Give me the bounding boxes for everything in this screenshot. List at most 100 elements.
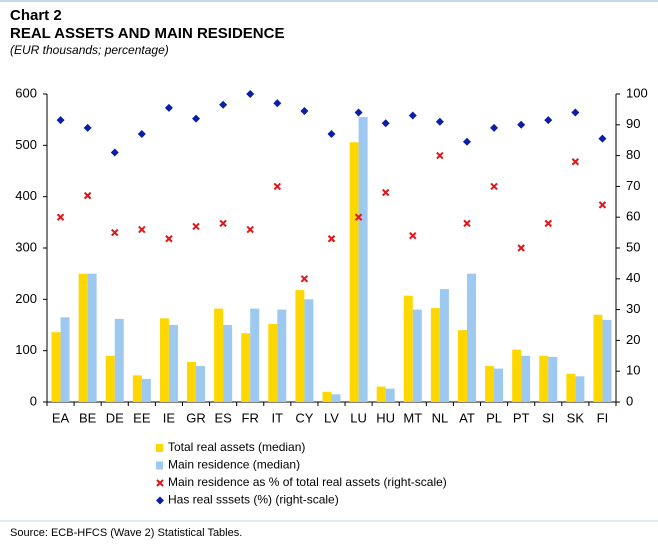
- y2-tick-label: 80: [626, 147, 640, 162]
- x-tick-label: SK: [567, 410, 585, 425]
- cross-marker: [56, 213, 65, 221]
- y2-tick-label: 20: [626, 332, 640, 347]
- chart-label: Chart 2: [10, 7, 62, 24]
- cross-marker: [571, 158, 580, 166]
- bar: [304, 299, 314, 402]
- y2-tick-label: 60: [626, 209, 640, 224]
- bar: [548, 356, 558, 402]
- cross-marker: [246, 225, 254, 234]
- diamond-marker: [490, 123, 499, 132]
- x-tick-label: AT: [459, 410, 475, 425]
- cross-marker: [381, 188, 390, 197]
- diamond-marker: [408, 111, 417, 120]
- cross-marker: [165, 235, 173, 243]
- x-tick-label: MT: [403, 410, 422, 425]
- cross-marker: [192, 222, 200, 231]
- y2-tick-label: 90: [626, 116, 640, 131]
- cross-marker: [463, 219, 471, 228]
- y2-tick-label: 70: [626, 178, 640, 193]
- bar: [466, 273, 476, 402]
- diamond-marker: [327, 130, 336, 139]
- bar: [512, 349, 522, 402]
- diamond-marker: [137, 130, 146, 139]
- bar: [159, 318, 169, 402]
- bar: [241, 333, 251, 402]
- bar: [331, 394, 341, 402]
- cross-marker: [273, 182, 282, 191]
- y-tick-label: 100: [15, 342, 37, 357]
- bar: [60, 317, 70, 402]
- x-tick-label: EE: [133, 410, 151, 425]
- bar: [168, 325, 178, 402]
- diamond-marker: [462, 137, 471, 146]
- cross-marker: [138, 225, 146, 234]
- bar: [539, 355, 549, 402]
- y2-tick-label: 50: [626, 239, 640, 254]
- bar: [277, 309, 287, 402]
- chart-subtitle: (EUR thousands; percentage): [10, 43, 169, 57]
- bar: [223, 325, 233, 402]
- bar: [412, 309, 422, 402]
- bar: [141, 378, 151, 402]
- bar: [187, 361, 197, 402]
- bar: [196, 366, 206, 402]
- bar: [214, 308, 224, 402]
- bar: [358, 117, 368, 402]
- diamond-marker: [156, 496, 164, 505]
- cross-marker: [327, 235, 336, 243]
- y2-tick-label: 30: [626, 301, 640, 316]
- bar: [376, 386, 386, 402]
- cross-marker: [83, 191, 92, 200]
- y-tick-label: 300: [15, 239, 37, 254]
- bar: [250, 308, 260, 402]
- x-tick-label: LU: [350, 410, 367, 425]
- cross-marker: [219, 219, 227, 228]
- diamond-marker: [246, 90, 255, 98]
- bar: [494, 368, 504, 402]
- y-tick-label: 600: [15, 85, 37, 100]
- bar: [439, 289, 449, 402]
- bar: [457, 330, 467, 402]
- y2-tick-label: 0: [626, 393, 633, 408]
- y2-tick-label: 10: [626, 363, 640, 378]
- diamond-marker: [544, 116, 553, 125]
- y2-tick-label: 40: [626, 270, 640, 285]
- diamond-marker: [83, 123, 92, 132]
- cross-marker: [354, 213, 363, 221]
- legend-swatch: [156, 461, 163, 470]
- cross-marker: [111, 228, 119, 237]
- x-tick-label: IE: [163, 410, 176, 425]
- diamond-marker: [517, 120, 526, 129]
- diamond-marker: [300, 106, 309, 115]
- legend-label: Total real assets (median): [168, 440, 305, 454]
- y-tick-label: 500: [15, 137, 37, 152]
- bar: [349, 142, 359, 402]
- x-tick-label: DE: [106, 410, 124, 425]
- bar: [385, 388, 395, 402]
- bar: [51, 332, 61, 402]
- bar: [430, 308, 440, 402]
- source: Source: ECB-HFCS (Wave 2) Statistical Ta…: [10, 527, 242, 539]
- bar: [105, 355, 115, 402]
- y-tick-label: 0: [30, 393, 37, 408]
- y2-tick-label: 100: [626, 85, 648, 100]
- x-tick-label: IT: [272, 410, 284, 425]
- cross-marker: [300, 275, 309, 283]
- bar: [602, 319, 612, 402]
- x-tick-label: EA: [52, 410, 70, 425]
- diamond-marker: [192, 114, 201, 123]
- chart-title: REAL ASSETS AND MAIN RESIDENCE: [10, 25, 284, 42]
- cross-marker: [436, 151, 444, 160]
- cross-marker: [598, 201, 607, 209]
- bar: [114, 318, 124, 402]
- cross-marker: [156, 479, 164, 487]
- bar: [566, 373, 576, 402]
- diamond-marker: [164, 103, 173, 112]
- x-tick-label: CY: [295, 410, 313, 425]
- cross-marker: [517, 244, 525, 252]
- x-tick-label: GR: [186, 410, 206, 425]
- y-tick-label: 200: [15, 291, 37, 306]
- x-tick-label: FR: [242, 410, 259, 425]
- diamond-marker: [273, 99, 282, 108]
